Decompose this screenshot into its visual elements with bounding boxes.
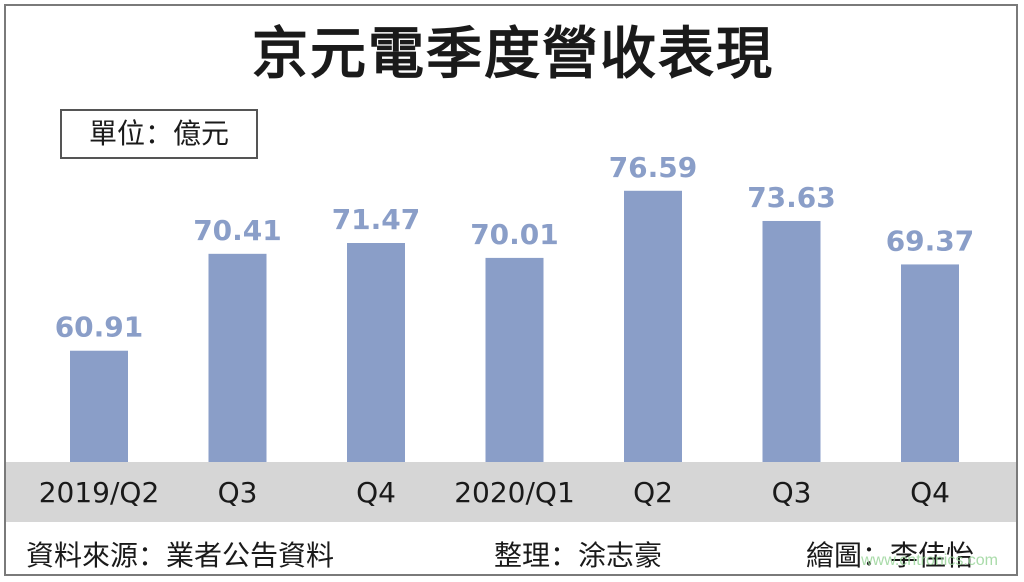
x-axis-band <box>6 462 1016 522</box>
chart-frame: 京元電季度營收表現 60.91 2019/Q2 70.41 Q3 71.47 Q4 70.0… <box>4 4 1018 576</box>
bar-2 <box>347 243 405 462</box>
footer: 資料來源：業者公告資料 整理：涂志豪 繪圖：李佳怡 <box>6 528 1016 574</box>
bar-0 <box>70 350 128 462</box>
source-credit: 資料來源：業者公告資料 <box>26 539 335 572</box>
x-tick-label-0: 2019/Q2 <box>39 476 160 509</box>
value-label-4: 76.59 <box>609 151 698 184</box>
bar-5 <box>762 220 821 462</box>
x-tick-label-1: Q3 <box>218 476 258 509</box>
bar-4 <box>624 190 682 463</box>
value-label-6: 69.37 <box>886 224 975 257</box>
value-label-3: 70.01 <box>470 218 559 251</box>
editor-credit: 整理：涂志豪 <box>494 539 663 572</box>
bar-3 <box>485 257 544 462</box>
x-tick-label-4: Q2 <box>633 476 673 509</box>
unit-label: 單位：億元 <box>60 109 258 159</box>
illustrator-credit: 繪圖：李佳怡 <box>806 539 975 572</box>
value-label-1: 70.41 <box>193 214 282 247</box>
x-tick-label-3: 2020/Q1 <box>454 476 575 509</box>
value-label-2: 71.47 <box>332 203 421 236</box>
watermark: www.cntronics.com <box>861 552 998 569</box>
x-tick-label-2: Q4 <box>356 476 396 509</box>
bar-chart: 60.91 2019/Q2 70.41 Q3 71.47 Q4 70.01 2020/Q1 76… <box>6 151 1016 522</box>
bar-1 <box>208 253 267 462</box>
chart-title: 京元電季度營收表現 <box>252 22 774 87</box>
x-tick-label-5: Q3 <box>772 476 812 509</box>
value-label-5: 73.63 <box>747 181 836 214</box>
value-label-0: 60.91 <box>55 311 144 344</box>
x-tick-label-6: Q4 <box>910 476 950 509</box>
bar-6 <box>901 264 959 462</box>
